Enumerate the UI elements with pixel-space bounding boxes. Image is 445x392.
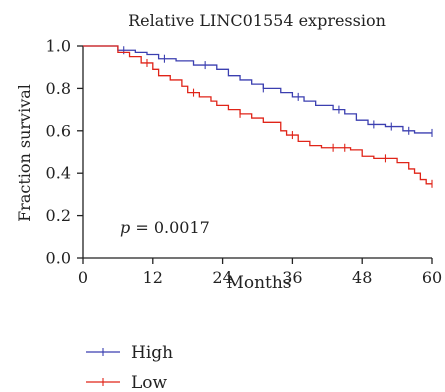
legend-label-high: High xyxy=(131,343,173,363)
y-tick-label: 0.2 xyxy=(46,206,71,225)
y-tick-label: 1.0 xyxy=(46,37,71,56)
x-tick-label: 0 xyxy=(78,268,88,287)
y-axis-ticks: 0.0 0.2 0.4 0.6 0.8 1.0 xyxy=(46,37,83,268)
y-axis-label: Fraction survival xyxy=(15,84,34,222)
x-tick-label: 36 xyxy=(282,268,302,287)
series-layer xyxy=(83,45,433,188)
x-tick-label: 48 xyxy=(352,268,372,287)
legend: High Low xyxy=(86,343,173,392)
series-line-low xyxy=(83,45,432,185)
plot-area: 0.0 0.2 0.4 0.6 0.8 1.0 0 12 24 36 48 60 xyxy=(46,37,443,288)
p-value-annotation: p = 0.0017 xyxy=(120,218,210,237)
x-axis-ticks: 0 12 24 36 48 60 xyxy=(78,258,442,287)
y-tick-label: 0.6 xyxy=(46,121,71,140)
y-tick-label: 0.8 xyxy=(46,79,71,98)
x-tick-label: 24 xyxy=(212,268,232,287)
y-tick-label: 0.4 xyxy=(46,164,71,183)
p-value-text: = 0.0017 xyxy=(130,218,210,237)
x-tick-label: 12 xyxy=(143,268,163,287)
y-tick-label: 0.0 xyxy=(46,249,71,268)
p-symbol: p xyxy=(120,218,130,237)
x-tick-label: 60 xyxy=(422,268,442,287)
chart-title: Relative LINC01554 expression xyxy=(128,11,386,30)
series-line-high xyxy=(83,45,432,134)
x-axis-label: Months xyxy=(226,273,291,293)
legend-label-low: Low xyxy=(131,373,168,392)
